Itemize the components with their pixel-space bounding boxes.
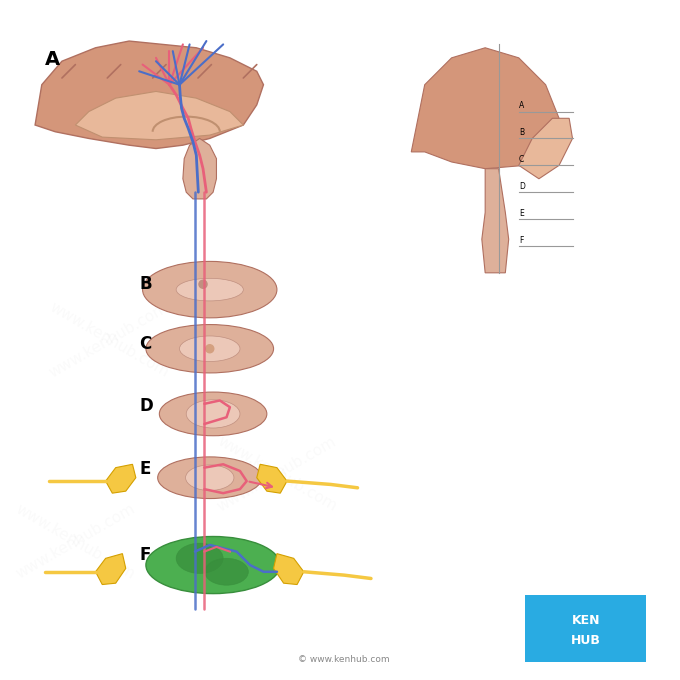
Polygon shape [482,169,509,273]
Ellipse shape [158,457,262,498]
Text: C: C [139,335,152,353]
Ellipse shape [205,558,248,585]
Polygon shape [105,464,136,493]
Text: HUB: HUB [571,634,601,647]
Polygon shape [273,554,304,585]
Polygon shape [257,464,287,493]
Text: A: A [519,101,524,110]
Text: D: D [139,396,153,415]
Ellipse shape [146,324,273,373]
Text: © www.kenhub.com: © www.kenhub.com [299,655,390,664]
Ellipse shape [146,537,280,594]
Ellipse shape [176,543,223,573]
Text: www.kenhub.com: www.kenhub.com [13,501,137,582]
Ellipse shape [186,400,240,428]
Ellipse shape [180,336,240,362]
Ellipse shape [186,465,234,490]
Text: KEN: KEN [572,614,600,628]
Ellipse shape [176,278,243,301]
Ellipse shape [143,261,277,318]
Text: B: B [139,275,152,293]
Text: A: A [45,50,61,69]
Polygon shape [35,41,263,148]
Text: www.kenhub.com: www.kenhub.com [215,434,339,515]
Text: C: C [519,155,524,164]
Text: D: D [519,182,525,191]
Polygon shape [519,118,573,179]
Ellipse shape [159,392,267,436]
FancyBboxPatch shape [526,595,647,662]
Text: www.kenhub.com: www.kenhub.com [13,501,137,582]
Text: www.kenhub.com: www.kenhub.com [47,300,171,380]
Polygon shape [183,139,216,199]
Polygon shape [95,554,126,585]
Ellipse shape [199,280,207,288]
Text: E: E [139,460,150,478]
Ellipse shape [206,345,214,353]
Polygon shape [411,48,559,169]
Text: B: B [519,128,524,137]
Polygon shape [75,91,243,140]
Text: www.kenhub.com: www.kenhub.com [47,300,171,380]
Text: www.kenhub.com: www.kenhub.com [215,434,339,515]
Text: F: F [139,546,150,564]
Text: F: F [519,235,523,245]
Text: E: E [519,209,524,218]
